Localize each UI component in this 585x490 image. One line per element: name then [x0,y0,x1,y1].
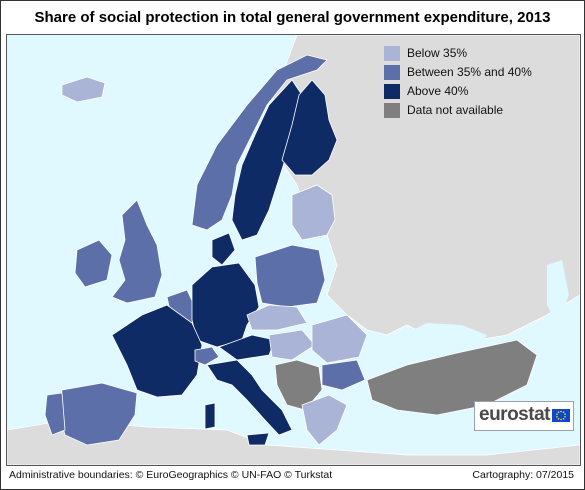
region-baltics [291,184,336,241]
legend-label: Below 35% [407,46,468,60]
region-turkey [366,339,538,416]
map-area [6,34,581,466]
region-denmark [211,232,236,266]
logo-text: eurostat [479,404,550,425]
region-caspian [547,260,569,325]
eurostat-logo: eurostat [474,401,574,431]
choropleth-map [7,35,580,465]
eu-stars-icon [556,410,566,421]
legend-swatch [384,46,400,61]
region-czech-slovakia [246,304,308,331]
region-sicily [246,432,270,446]
region-germany [191,262,260,348]
region-north-africa [7,419,580,465]
region-greece [301,394,348,446]
region-france [111,304,203,398]
region-hungary [268,329,316,361]
region-black-sea [402,323,487,357]
region-poland [254,244,326,308]
region-portugal [44,392,66,436]
region-uk [111,199,163,304]
legend-label: Between 35% and 40% [407,65,532,79]
region-italy [206,359,293,436]
map-title: Share of social protection in total gene… [34,9,551,26]
eu-flag-icon [552,409,570,422]
legend-label: Data not available [407,103,504,117]
region-bulgaria [321,359,366,391]
legend-label: Above 40% [407,84,469,98]
legend-swatch [384,103,400,118]
legend-swatch [384,65,400,80]
region-sardinia [204,402,216,430]
legend-swatch [384,84,400,99]
region-iceland [61,76,106,103]
footer-attribution: Administrative boundaries: © EuroGeograp… [9,469,333,481]
region-norway [191,54,328,231]
region-romania [311,314,368,364]
region-ireland [74,239,113,288]
region-switzerland [194,346,220,366]
footer-cartography: Cartography: 07/2015 [472,469,574,481]
region-finland [281,79,338,176]
region-balkans-na [274,359,323,411]
